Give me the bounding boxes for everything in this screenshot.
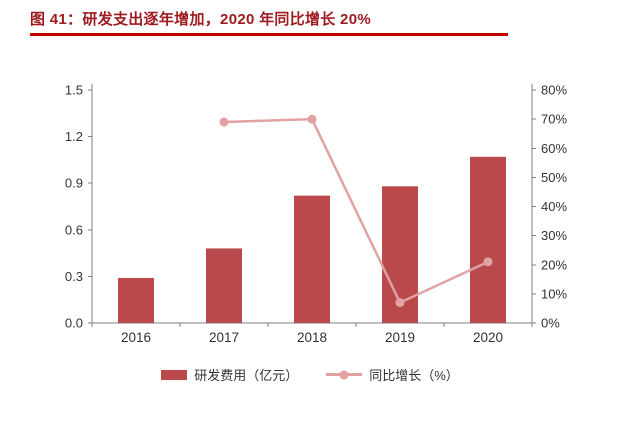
right-axis-label: 20% (541, 257, 567, 272)
bar-2018 (294, 195, 330, 323)
legend-label: 同比增长（%） (369, 368, 459, 383)
legend-item-bar: 研发费用（亿元） (161, 365, 298, 384)
left-axis-label: 0.3 (65, 269, 83, 284)
line-marker-2017 (219, 117, 229, 127)
line-marker-2018 (307, 114, 317, 124)
right-axis-label: 80% (541, 83, 567, 98)
right-axis-label: 50% (541, 170, 567, 185)
bar-2017 (206, 248, 242, 323)
legend-bar-swatch (161, 369, 188, 380)
left-axis-label: 0.9 (65, 176, 83, 191)
legend-line-marker (339, 370, 349, 379)
legend-item-line: 同比增长（%） (326, 365, 459, 384)
x-axis-label: 2017 (209, 330, 239, 345)
left-axis-label: 0.6 (65, 222, 83, 237)
chart-area: 0.0 0.3 0.6 0.9 1.2 1.5 0% 10% 20% 30% 40% 50% 60% 70… (30, 80, 590, 360)
right-axis-label: 70% (541, 112, 567, 127)
x-axis-label: 2019 (385, 330, 415, 345)
left-axis-label: 1.2 (65, 129, 83, 144)
right-axis-label: 30% (541, 228, 567, 243)
left-axis-label: 1.5 (65, 83, 83, 98)
right-axis-label: 0% (541, 316, 560, 331)
title-underline (30, 33, 508, 36)
bar-2020 (470, 156, 506, 323)
chart-legend: 研发费用（亿元） 同比增长（%） (30, 365, 590, 384)
right-axis-label: 40% (541, 199, 567, 214)
line-marker-2020 (483, 257, 493, 267)
growth-line (223, 117, 489, 305)
right-axis-label: 60% (541, 141, 567, 156)
x-axis-label: 2018 (297, 330, 327, 345)
x-axis-label: 2020 (473, 330, 503, 345)
legend-label: 研发费用（亿元） (194, 368, 299, 383)
bar-2016 (118, 277, 154, 323)
figure-title: 图 41：研发支出逐年增加，2020 年同比增长 20% (30, 11, 371, 28)
line-marker-2019 (395, 298, 405, 308)
chart-svg: 0.0 0.3 0.6 0.9 1.2 1.5 0% 10% 20% 30% 40% 50% 60% 70… (65, 83, 568, 346)
legend-line-swatch (326, 370, 363, 379)
x-axis-label: 2016 (121, 330, 151, 345)
right-axis-label: 10% (541, 286, 567, 301)
left-axis-label: 0.0 (65, 316, 83, 331)
